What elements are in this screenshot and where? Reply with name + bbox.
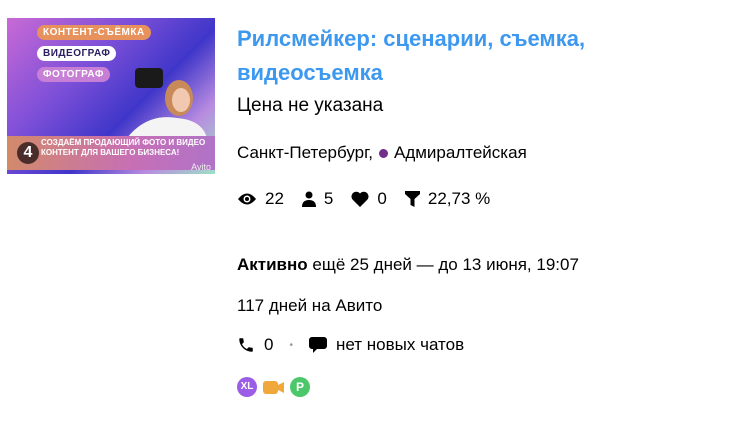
conversion-rate: 22,73 % xyxy=(427,189,491,208)
status-label: Активно xyxy=(237,255,308,274)
image-pill: ФОТОГРАФ xyxy=(37,67,110,82)
person-icon xyxy=(301,191,316,207)
metro-station: Адмиралтейская xyxy=(393,143,527,162)
image-pill: КОНТЕНТ-СЪЁМКА xyxy=(37,25,151,40)
metro-icon xyxy=(378,148,388,158)
favorites-count: 0 xyxy=(377,189,387,208)
days-on-avito: 117 дней на Авито xyxy=(237,296,383,315)
video-camera-icon[interactable] xyxy=(263,377,284,397)
listing-stats: 22 5 0 22,73 % xyxy=(237,189,508,209)
listing-location: Санкт-Петербург, Адмиралтейская xyxy=(237,143,527,163)
chat-icon xyxy=(308,336,327,353)
funnel-icon xyxy=(404,191,420,207)
avito-watermark: Avito xyxy=(191,162,211,172)
image-banner: СОЗДАЁМ ПРОДАЮЩИЙ ФОТО И ВИДЕО КОНТЕНТ Д… xyxy=(7,136,215,170)
photographer-illustration xyxy=(127,68,207,138)
chats-status[interactable]: нет новых чатов xyxy=(335,335,465,354)
contacts-count: 5 xyxy=(323,189,334,208)
eye-icon xyxy=(238,193,256,205)
listing-price: Цена не указана xyxy=(237,95,384,116)
status-expiry: ещё 25 дней — до 13 июня, 19:07 xyxy=(312,255,579,274)
separator-dot: • xyxy=(289,339,293,351)
listing-status: Активно ещё 25 дней — до 13 июня, 19:07 xyxy=(237,255,579,275)
views-count: 22 xyxy=(265,189,284,208)
listing-image[interactable]: КОНТЕНТ-СЪЁМКА ВИДЕОГРАФ ФОТОГРАФ СОЗДАЁ… xyxy=(7,18,215,174)
phone-icon xyxy=(239,338,253,352)
service-badges: XL P xyxy=(237,377,310,397)
heart-icon xyxy=(351,191,369,207)
xl-badge[interactable]: XL xyxy=(237,377,257,397)
listing-title[interactable]: Рилсмейкер: сценарии, съемка, видеосъемк… xyxy=(237,26,586,85)
city: Санкт-Петербург, xyxy=(237,143,373,162)
contacts-row: 0 • нет новых чатов xyxy=(237,335,464,355)
calls-count: 0 xyxy=(264,335,274,354)
promotion-badge[interactable]: P xyxy=(290,377,310,397)
image-number: 4 xyxy=(17,142,39,164)
image-pill: ВИДЕОГРАФ xyxy=(37,46,117,61)
